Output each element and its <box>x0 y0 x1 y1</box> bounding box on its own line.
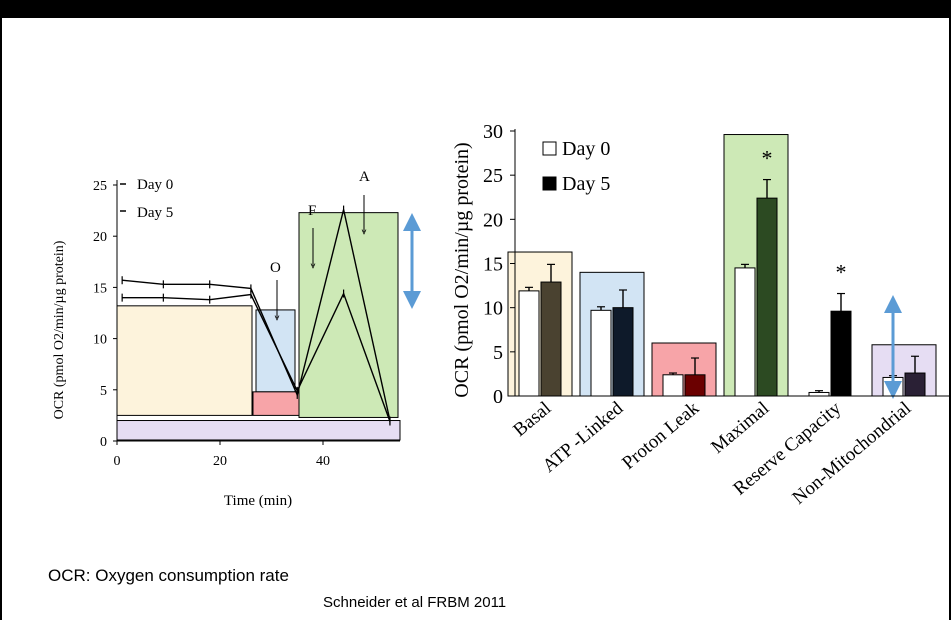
bar-region-basal <box>507 251 573 397</box>
left-border <box>0 18 2 620</box>
bar-day5 <box>756 197 778 397</box>
bar-day0 <box>662 374 684 397</box>
bar-day5 <box>612 307 634 397</box>
bar-day0 <box>734 267 756 397</box>
bar-day5 <box>540 281 562 397</box>
nonmito-region <box>116 420 401 441</box>
category-label: Non-Mitochondrial <box>789 398 916 509</box>
bar-day5 <box>830 310 852 397</box>
bar-day0 <box>808 391 830 397</box>
category-label: Proton Leak <box>618 397 703 473</box>
footnote: OCR: Oxygen consumption rate <box>48 566 289 585</box>
category-label: Maximal <box>707 398 773 458</box>
line-chart-legend-day5: Day 5 <box>137 205 173 221</box>
bar-chart-ytick-label: 5 <box>493 342 503 364</box>
legend-box-day0 <box>542 141 557 156</box>
citation: Schneider et al FRBM 2011 <box>323 594 507 611</box>
line-chart-ytick-label: 0 <box>100 435 107 450</box>
bar-chart-ytick-label: 10 <box>483 298 503 320</box>
line-chart-ytick-label: 20 <box>93 230 107 245</box>
line-chart-ytick-label: 5 <box>100 384 107 399</box>
bar-region-leak <box>651 342 717 397</box>
annotation-A: A <box>359 169 370 185</box>
annotation-O: O <box>270 260 281 276</box>
bar-chart-legend-day5: Day 5 <box>562 173 610 195</box>
bar-region-atp <box>579 271 645 397</box>
bar-day0 <box>518 290 540 397</box>
line-chart-ylabel: OCR (pmol O2/min/µg protein) <box>52 240 67 419</box>
line-chart-legend-day0: Day 0 <box>137 177 173 193</box>
line-chart-xlabel: Time (min) <box>224 493 292 509</box>
bar-chart-ytick-label: 15 <box>483 254 503 276</box>
legend-box-day5 <box>542 176 557 191</box>
line-chart-xtick-label: 20 <box>213 454 227 469</box>
category-label: ATP -Linked <box>539 397 628 476</box>
leak-region <box>252 391 300 416</box>
right-border <box>949 18 951 620</box>
line-chart-xtick-label: 0 <box>114 454 121 469</box>
bar-day5 <box>904 372 926 397</box>
bar-chart-ylabel: OCR (pmol O2/min/µg protein) <box>451 142 473 397</box>
bar-day5 <box>684 374 706 397</box>
bar-chart-legend-day0: Day 0 <box>562 138 610 160</box>
line-chart-ytick-label: 15 <box>93 281 107 296</box>
top-bar <box>0 0 951 18</box>
basal-region <box>116 305 253 416</box>
atp-region <box>255 309 296 393</box>
category-label: Basal <box>509 398 555 441</box>
bar-day0 <box>590 309 612 397</box>
significance-star: * <box>762 146 773 171</box>
bar-chart-ytick-label: 25 <box>483 165 503 187</box>
annotation-F: F <box>308 203 316 219</box>
bar-region-nonmito <box>871 344 937 397</box>
bar-chart-ytick-label: 20 <box>483 209 503 231</box>
significance-star: * <box>836 260 847 285</box>
line-chart-xtick-label: 40 <box>316 454 330 469</box>
bar-chart-ytick-label: 0 <box>493 386 503 408</box>
line-chart-ytick-label: 10 <box>93 333 107 348</box>
bar-chart-ytick-label: 30 <box>483 121 503 143</box>
line-chart: 0 5 10 15 20 25 0 20 40 Day 0 Day 5 Time (min) O… <box>52 169 421 509</box>
line-chart-ytick-label: 25 <box>93 179 107 194</box>
bar-region-maximal <box>723 134 789 397</box>
